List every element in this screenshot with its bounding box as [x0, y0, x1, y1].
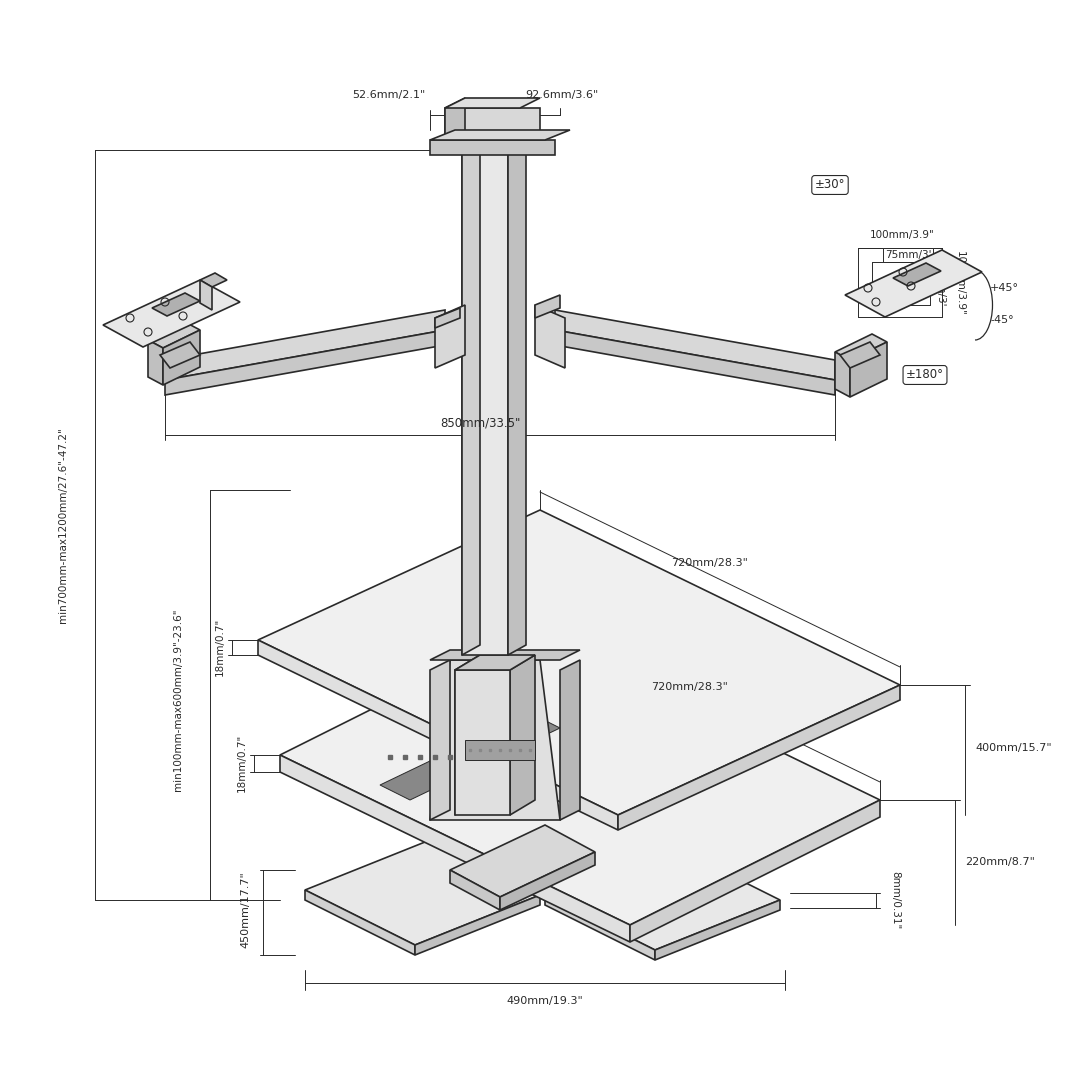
Text: 720mm/28.3": 720mm/28.3"	[651, 681, 728, 692]
Polygon shape	[508, 120, 526, 654]
Polygon shape	[380, 713, 561, 800]
Text: +45°: +45°	[990, 283, 1020, 293]
Polygon shape	[445, 98, 540, 108]
Polygon shape	[618, 685, 900, 831]
Polygon shape	[148, 340, 163, 384]
Polygon shape	[545, 895, 654, 960]
Polygon shape	[163, 330, 200, 384]
Polygon shape	[152, 293, 200, 316]
Polygon shape	[103, 280, 240, 347]
Polygon shape	[465, 740, 535, 760]
Polygon shape	[462, 130, 508, 654]
Polygon shape	[893, 264, 941, 286]
Text: 450mm/17.7": 450mm/17.7"	[240, 872, 249, 948]
Text: 75mm/3': 75mm/3'	[935, 260, 945, 307]
Polygon shape	[280, 630, 880, 924]
Polygon shape	[200, 273, 227, 287]
Text: min700mm-max1200mm/27.6"-47.2": min700mm-max1200mm/27.6"-47.2"	[58, 427, 68, 623]
Polygon shape	[455, 654, 535, 670]
Polygon shape	[165, 330, 445, 395]
Polygon shape	[462, 120, 480, 654]
Polygon shape	[450, 870, 500, 910]
Polygon shape	[200, 280, 212, 310]
Polygon shape	[510, 654, 535, 815]
Polygon shape	[435, 308, 460, 328]
Text: 75mm/3': 75mm/3'	[885, 249, 931, 260]
Polygon shape	[415, 895, 540, 955]
Polygon shape	[835, 334, 887, 360]
Polygon shape	[305, 840, 540, 945]
Polygon shape	[840, 342, 880, 368]
Text: 100mm/3.9": 100mm/3.9"	[955, 251, 966, 315]
Polygon shape	[258, 640, 618, 831]
Text: 850mm/33.5": 850mm/33.5"	[440, 417, 521, 430]
Text: -45°: -45°	[990, 315, 1014, 325]
Polygon shape	[258, 510, 900, 815]
Polygon shape	[455, 654, 480, 815]
Polygon shape	[280, 755, 630, 942]
Polygon shape	[445, 108, 540, 148]
Text: 18mm/0.7": 18mm/0.7"	[215, 618, 225, 676]
Text: ±180°: ±180°	[906, 368, 944, 381]
Polygon shape	[535, 295, 561, 318]
Text: ±30°: ±30°	[814, 178, 846, 191]
Polygon shape	[462, 120, 526, 130]
Polygon shape	[555, 310, 835, 380]
Polygon shape	[430, 660, 561, 820]
Polygon shape	[545, 845, 780, 950]
Text: 8mm/0.31": 8mm/0.31"	[890, 870, 900, 929]
Polygon shape	[555, 330, 835, 395]
Text: 400mm/15.7": 400mm/15.7"	[975, 743, 1052, 753]
Polygon shape	[430, 130, 570, 140]
Text: 52.6mm/2.1": 52.6mm/2.1"	[352, 90, 426, 100]
Polygon shape	[148, 322, 200, 348]
Polygon shape	[445, 98, 465, 148]
Polygon shape	[535, 305, 565, 368]
Polygon shape	[455, 670, 510, 815]
Text: 92.6mm/3.6": 92.6mm/3.6"	[525, 90, 598, 100]
Polygon shape	[435, 305, 465, 368]
Text: 18mm/0.7": 18mm/0.7"	[237, 734, 247, 792]
Text: 220mm/8.7": 220mm/8.7"	[966, 858, 1035, 867]
Polygon shape	[160, 342, 200, 368]
Polygon shape	[305, 890, 415, 955]
Polygon shape	[500, 852, 595, 910]
Polygon shape	[430, 140, 555, 156]
Polygon shape	[430, 660, 450, 820]
Text: min100mm-max600mm/3.9"-23.6": min100mm-max600mm/3.9"-23.6"	[173, 609, 183, 792]
Polygon shape	[430, 650, 580, 660]
Polygon shape	[835, 352, 850, 397]
Polygon shape	[850, 342, 887, 397]
Polygon shape	[561, 660, 580, 820]
Text: 720mm/28.3": 720mm/28.3"	[672, 558, 748, 568]
Polygon shape	[630, 800, 880, 942]
Polygon shape	[845, 249, 982, 318]
Text: 100mm/3.9": 100mm/3.9"	[870, 230, 935, 240]
Text: 490mm/19.3": 490mm/19.3"	[507, 996, 583, 1005]
Polygon shape	[450, 825, 595, 897]
Polygon shape	[165, 310, 445, 380]
Polygon shape	[654, 900, 780, 960]
